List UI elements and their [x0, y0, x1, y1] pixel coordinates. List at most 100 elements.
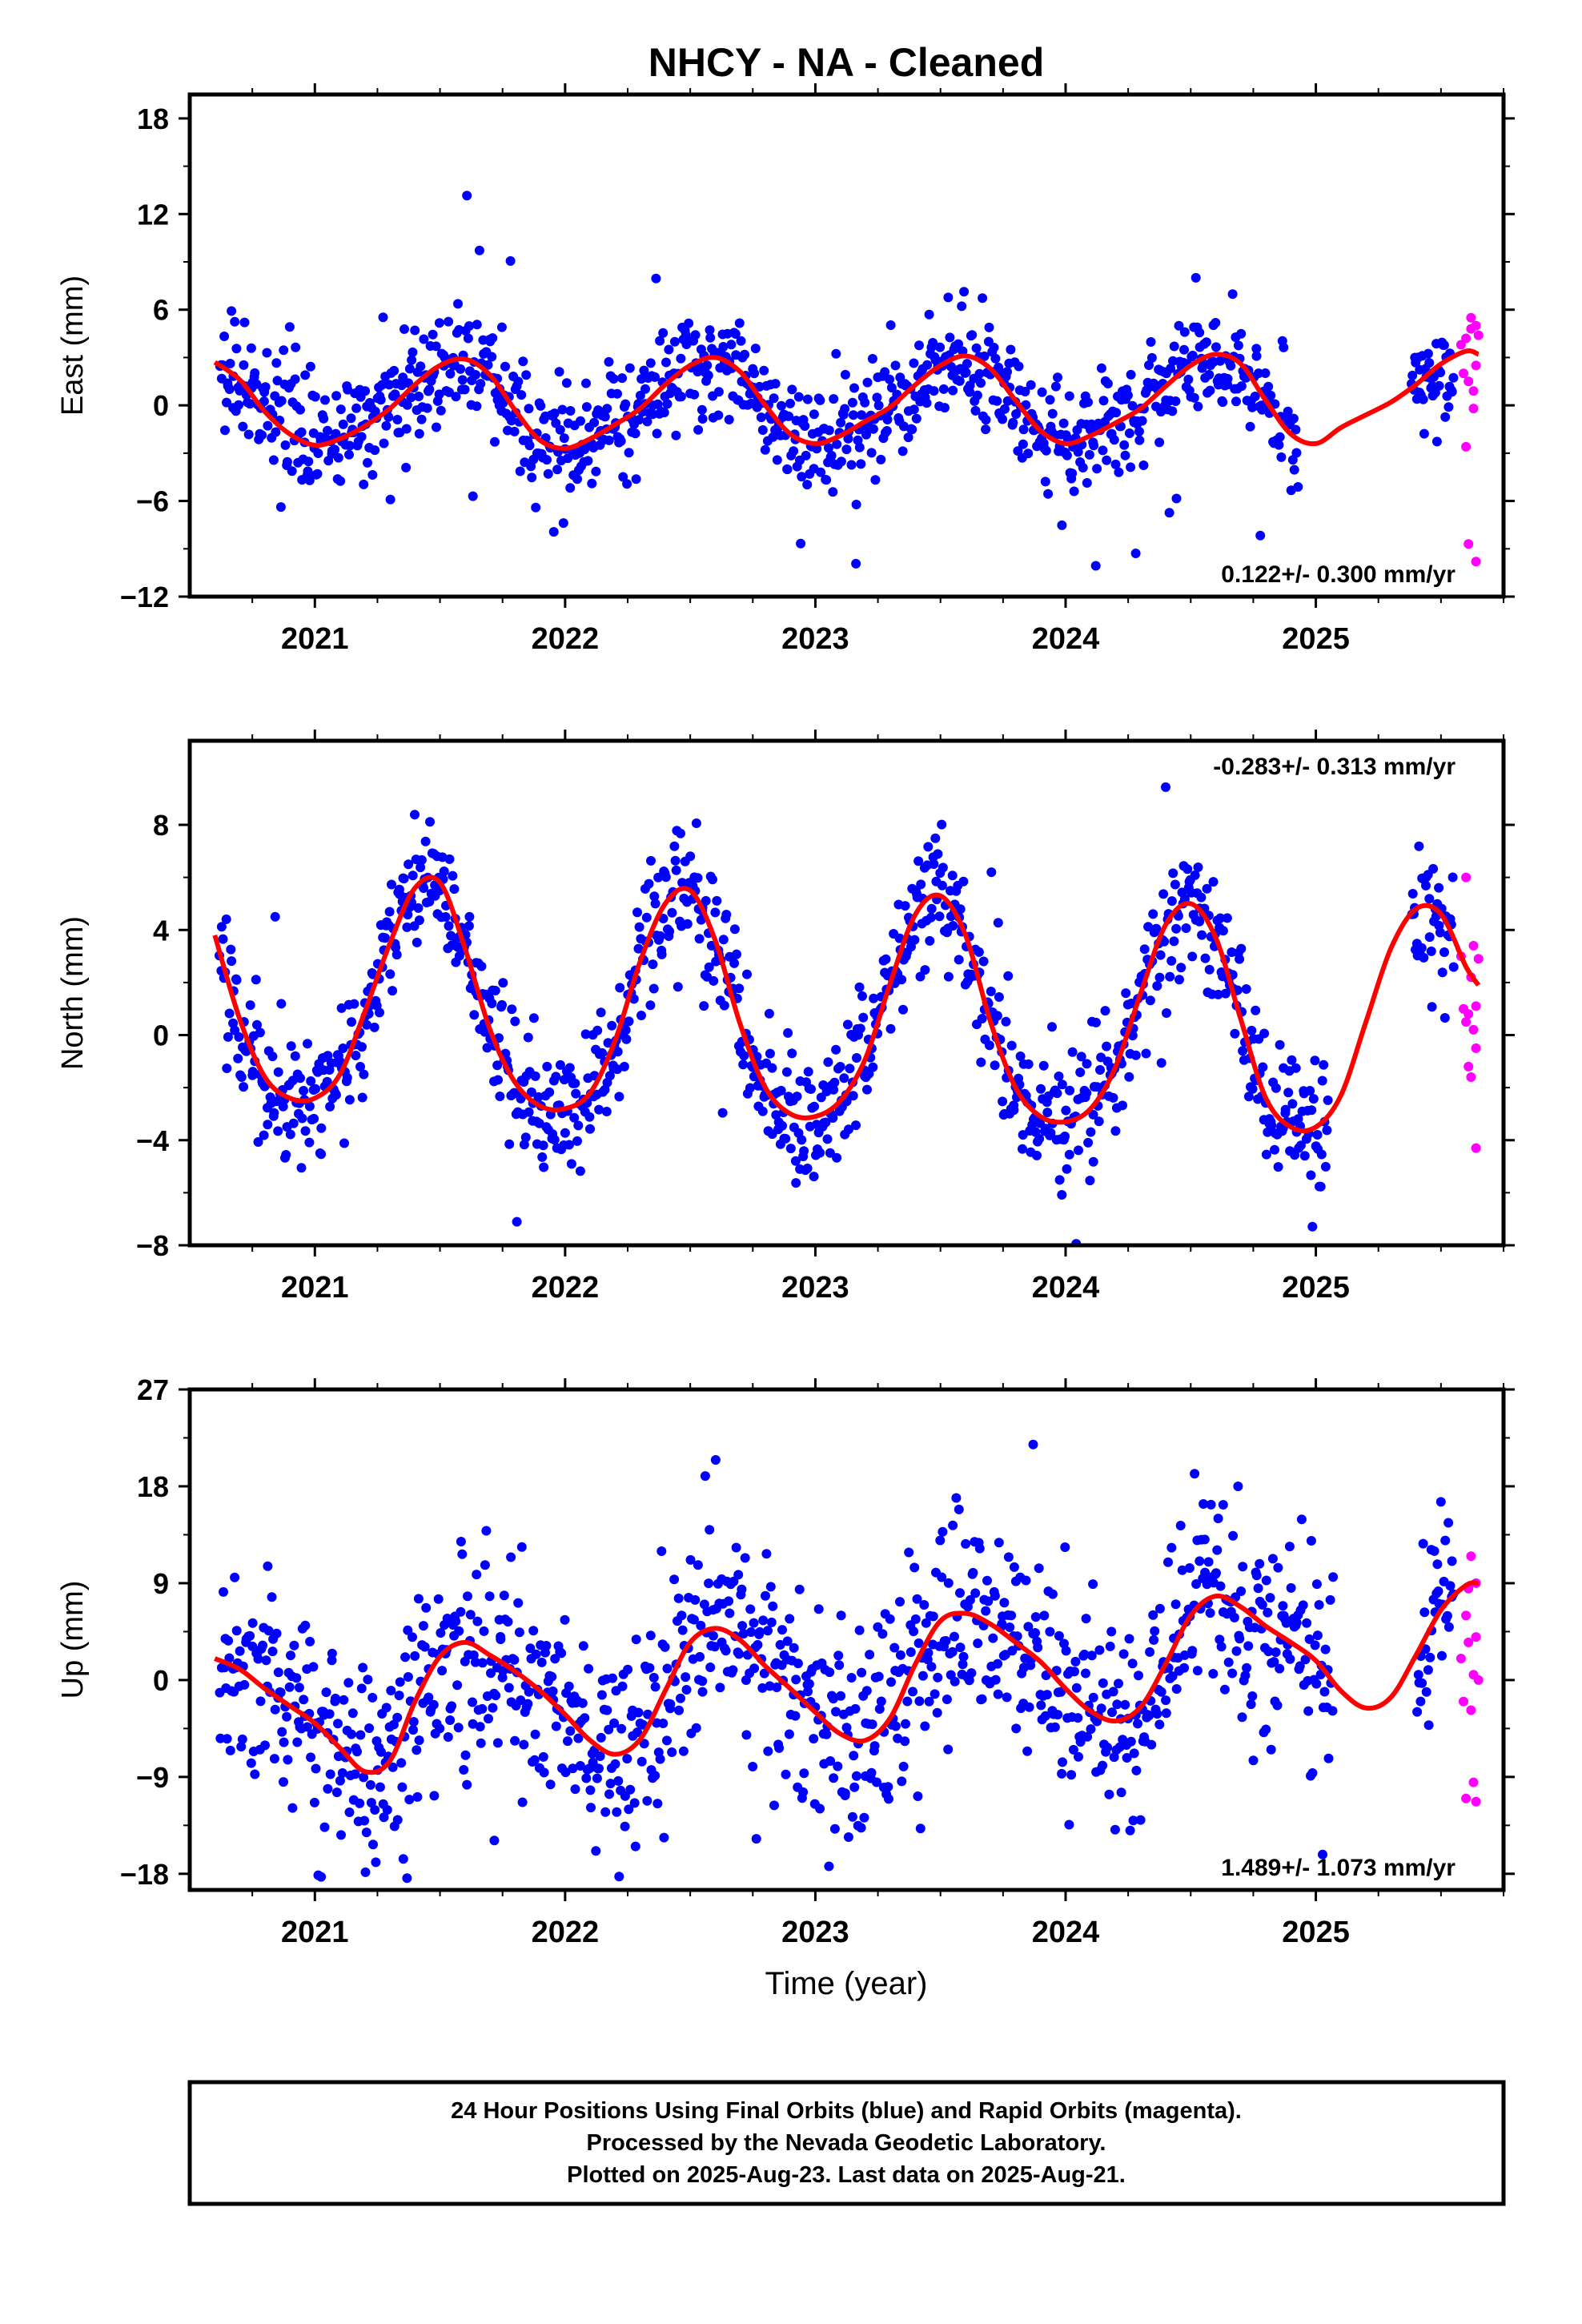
final-orbit-point [429, 1791, 440, 1801]
x-tick-label: 2023 [781, 1916, 849, 1949]
final-orbit-point [1064, 1819, 1074, 1830]
final-orbit-point [614, 1872, 624, 1882]
final-orbit-point [846, 1673, 857, 1683]
final-orbit-point [884, 1794, 893, 1804]
final-orbit-point [872, 392, 882, 403]
final-orbit-point [841, 1723, 852, 1733]
final-orbit-point [1418, 394, 1428, 404]
final-orbit-point [531, 1649, 541, 1659]
final-orbit-point [287, 1803, 298, 1813]
final-orbit-point [1314, 1600, 1324, 1610]
final-orbit-point [524, 404, 534, 414]
final-orbit-point [451, 1616, 461, 1626]
final-orbit-point [1201, 337, 1211, 348]
final-orbit-point [874, 1704, 885, 1714]
final-orbit-point [225, 1745, 235, 1755]
final-orbit-point [911, 413, 921, 424]
final-orbit-point [400, 324, 409, 334]
final-orbit-point [612, 388, 622, 399]
final-orbit-point [1081, 1614, 1091, 1624]
final-orbit-point [809, 1101, 819, 1112]
final-orbit-point [1023, 1622, 1034, 1632]
rapid-orbit-point [1466, 1072, 1476, 1082]
final-orbit-point [1247, 402, 1258, 412]
final-orbit-point [276, 396, 287, 406]
final-orbit-point [836, 1691, 846, 1701]
final-orbit-point [1307, 1221, 1318, 1232]
final-orbit-point [797, 472, 807, 482]
final-orbit-point [376, 1747, 386, 1757]
final-orbit-point [1412, 1707, 1423, 1717]
final-orbit-point [1124, 428, 1134, 438]
final-orbit-point [1064, 391, 1074, 401]
final-orbit-point [518, 356, 528, 367]
final-orbit-point [689, 1614, 699, 1625]
final-orbit-point [443, 1732, 453, 1742]
final-orbit-point [1079, 1649, 1090, 1659]
final-orbit-point [1047, 408, 1058, 419]
final-orbit-point [416, 361, 426, 372]
final-orbit-point [365, 1779, 375, 1790]
final-orbit-point [375, 1007, 384, 1018]
final-orbit-point [1003, 971, 1014, 981]
final-orbit-point [404, 364, 415, 374]
final-orbit-point [673, 982, 683, 992]
final-orbit-point [1272, 1700, 1283, 1711]
final-orbit-point [1415, 1696, 1426, 1707]
final-orbit-point [279, 345, 289, 356]
rapid-orbit-point [1456, 1654, 1466, 1663]
final-orbit-point [662, 1663, 673, 1674]
final-orbit-point [541, 1641, 552, 1651]
final-orbit-point [231, 1626, 242, 1636]
final-orbit-point [270, 1704, 280, 1715]
final-orbit-point [1310, 1640, 1320, 1651]
final-orbit-point [324, 1709, 335, 1719]
final-orbit-point [1088, 1692, 1098, 1703]
rapid-orbit-point [1471, 1001, 1481, 1011]
plot-frame [187, 92, 1506, 599]
rapid-orbit-point [1461, 1017, 1472, 1027]
final-orbit-point [282, 1711, 292, 1722]
final-orbit-point [360, 386, 371, 396]
final-orbit-point [261, 1655, 271, 1666]
final-orbit-point [847, 1811, 857, 1822]
final-orbit-point [347, 1708, 358, 1719]
final-orbit-point [768, 1601, 778, 1611]
final-orbit-point [1427, 1002, 1437, 1012]
final-orbit-point [992, 1011, 1002, 1021]
final-orbit-point [767, 1063, 777, 1073]
final-orbit-point [1243, 1641, 1254, 1651]
final-orbit-point [464, 911, 475, 922]
final-orbit-point [413, 903, 424, 913]
final-orbit-point [954, 1504, 964, 1514]
final-orbit-point [564, 1681, 574, 1691]
final-orbit-point [490, 436, 500, 447]
final-orbit-point [755, 1626, 765, 1637]
final-orbit-point [1053, 1710, 1063, 1720]
final-orbit-point [1189, 392, 1199, 403]
final-orbit-point [693, 424, 704, 435]
final-orbit-point [867, 354, 877, 364]
final-orbit-point [1237, 1712, 1247, 1723]
final-orbit-point [379, 438, 389, 448]
final-orbit-point [1251, 1570, 1262, 1581]
rapid-orbit-point [1464, 1061, 1474, 1072]
final-orbit-point [355, 1062, 365, 1072]
final-orbit-point [282, 456, 292, 467]
final-orbit-point [310, 392, 320, 402]
final-orbit-point [955, 904, 966, 915]
final-orbit-point [1096, 1703, 1106, 1714]
final-orbit-point [604, 356, 614, 367]
final-orbit-point [1429, 1546, 1439, 1556]
final-orbit-point [1166, 364, 1176, 374]
final-orbit-point [971, 343, 982, 353]
final-orbit-point [448, 870, 458, 881]
model-curve [213, 348, 1480, 451]
final-orbit-point [1084, 449, 1094, 460]
final-orbit-point [922, 360, 933, 370]
final-orbit-point [247, 1618, 258, 1628]
final-orbit-point [1108, 1092, 1118, 1103]
final-orbit-point [386, 1686, 396, 1695]
final-orbit-point [764, 1008, 774, 1019]
final-orbit-point [1100, 1006, 1110, 1016]
